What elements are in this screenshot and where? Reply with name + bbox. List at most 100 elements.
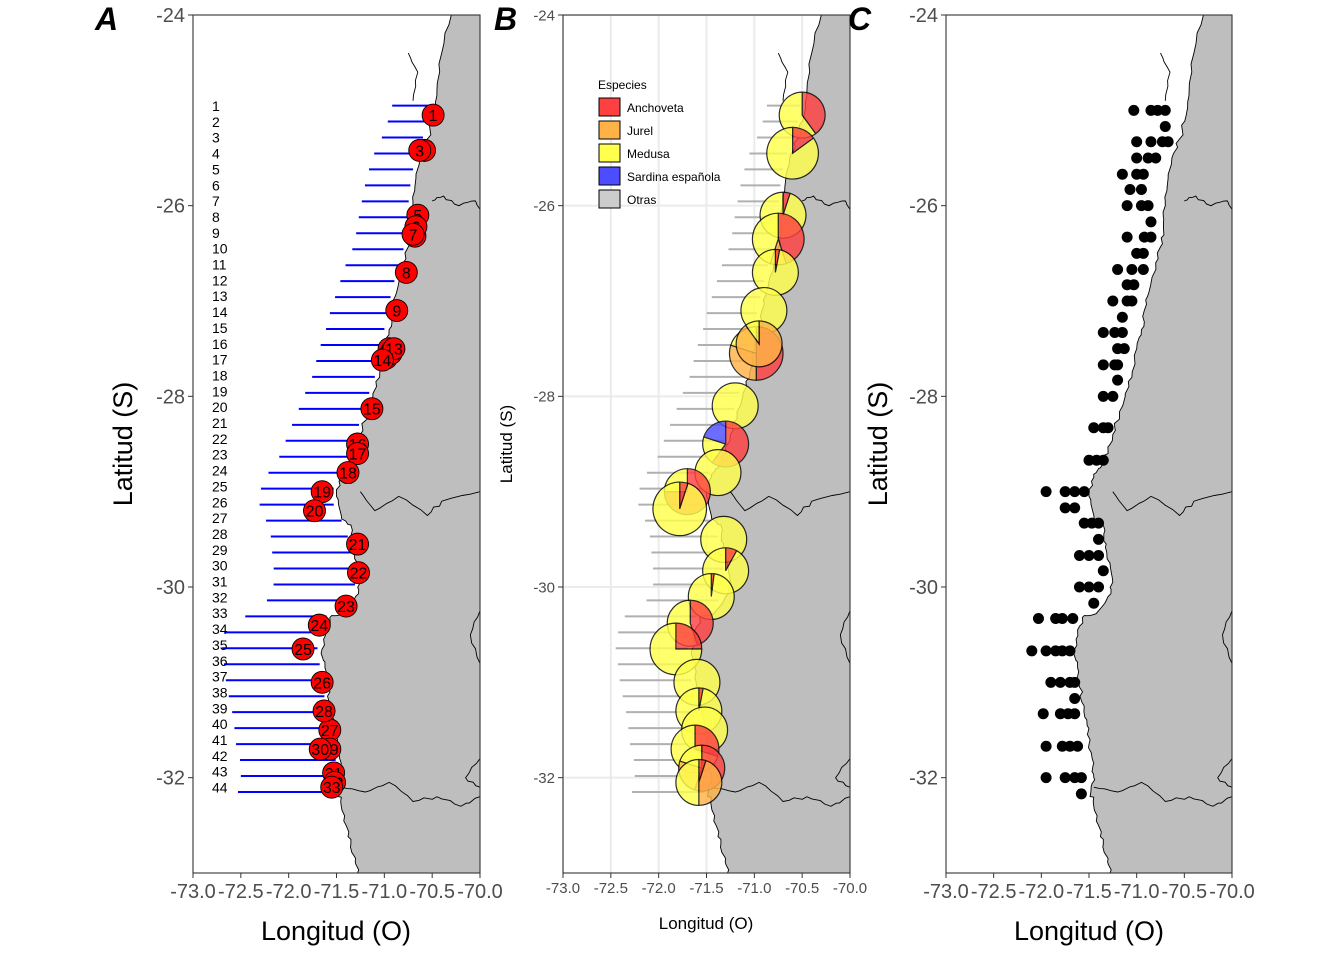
panel-b-letter: B [494,1,517,37]
station-dot [1083,454,1095,466]
panel-b-borders [711,52,850,807]
station-dot [1116,168,1128,180]
station-dot [1131,152,1143,164]
transect-label: 23 [212,447,228,463]
panel-a-xticks: -73.0 -72.5 -72.0 -71.5 -71.0 -70.5 -70.0 [170,873,503,903]
transect-label: 43 [212,764,228,780]
station-dot [1097,326,1109,338]
station-dot [1118,343,1130,355]
station-dot [1137,247,1149,259]
station-dot [1059,772,1071,784]
transect-label: 6 [212,177,220,193]
panel-b-pies [649,91,826,806]
x-tick-label: -70.0 [1209,881,1255,903]
station-marker [334,594,358,618]
station-label: 22 [350,566,368,583]
legend-item: Sardina española [598,166,721,186]
station-dot [1142,200,1154,212]
panel-c-letter: C [848,1,872,37]
station-dot [1083,550,1095,562]
station-dot [1152,104,1164,116]
panel-b-ylabel: Latitud (S) [497,405,516,483]
x-tick-label: -72.0 [1019,881,1065,903]
pie-slice [744,320,760,346]
pie-slice [766,126,820,180]
legend-item: Medusa [598,143,670,163]
station-dot [1056,645,1068,657]
transect-label: 25 [212,478,228,494]
station-marker [408,138,432,162]
station-dot [1069,693,1081,705]
transect-label: 26 [212,494,228,510]
legend-swatch [598,189,621,209]
station-label: 24 [310,618,328,635]
y-tick-label: -24 [533,7,555,24]
pie-chart [652,481,708,537]
station-dot [1150,152,1162,164]
transect-label: 33 [212,605,228,621]
station-label: 15 [363,402,381,419]
transect-label: 44 [212,780,228,796]
station-dot [1162,136,1174,148]
panel-c-xticks: -73.0 -72.5 -72.0 -71.5 -71.0 -70.5 -70.0 [923,873,1255,903]
x-tick-label: -73.0 [546,880,580,897]
y-tick-label: -26 [533,198,555,215]
station-label: 18 [339,466,357,483]
station-dot [1093,533,1105,545]
station-dot [1026,645,1038,657]
station-dot [1093,581,1105,593]
station-dot [1054,708,1066,720]
y-tick-label: -26 [909,196,938,218]
station-dot [1088,422,1100,434]
transect-label: 24 [212,463,228,479]
station-label: 20 [306,504,324,521]
station-label: 9 [392,304,401,321]
x-tick-label: -72.5 [218,881,264,903]
pie-slice [675,622,703,650]
legend-swatch [598,166,621,186]
x-tick-label: -71.5 [689,880,723,897]
station-marker [360,397,384,421]
legend-item: Anchoveta [598,97,684,117]
panel-b-plot [563,15,850,873]
x-tick-label: -70.0 [833,880,867,897]
transect-label: 41 [212,732,228,748]
panel-a-transect-labels: 1234567891011121314151617181920212223242… [212,98,228,796]
transect-label: 10 [212,241,228,257]
panel-c-land [1073,15,1232,873]
transect-label: 16 [212,336,228,352]
panel-a-transects [221,104,431,793]
y-tick-label: -26 [156,196,185,218]
legend-label: Jurel [627,124,653,138]
transect-label: 35 [212,637,228,653]
transect-label: 8 [212,209,220,225]
station-dot [1137,168,1149,180]
station-marker [370,348,394,372]
station-marker [320,775,344,799]
transect-label: 39 [212,700,228,716]
station-dot [1078,486,1090,498]
pie-slice [703,420,727,445]
station-marker [346,532,369,556]
station-label: 17 [349,447,367,464]
station-dot [1109,326,1121,338]
x-tick-label: -70.5 [1162,881,1208,903]
x-tick-label: -70.5 [409,881,455,903]
station-marker [291,637,315,661]
legend-title: Especies [598,78,647,92]
station-dot [1059,486,1071,498]
station-label: 7 [409,227,418,244]
station-label: 28 [315,704,333,721]
transect-label: 4 [212,146,220,162]
station-label: 1 [429,108,438,125]
x-tick-label: -73.0 [923,881,969,903]
station-marker [308,737,332,761]
transect-label: 27 [212,510,228,526]
transect-label: 12 [212,272,228,288]
y-tick-label: -30 [156,577,185,599]
transect-label: 28 [212,526,228,542]
panel-c-plot [1026,15,1232,873]
station-label: 21 [349,537,367,554]
station-marker [385,299,409,322]
panel-a-stations: 1234567891011121314151617181920212223242… [291,103,445,799]
